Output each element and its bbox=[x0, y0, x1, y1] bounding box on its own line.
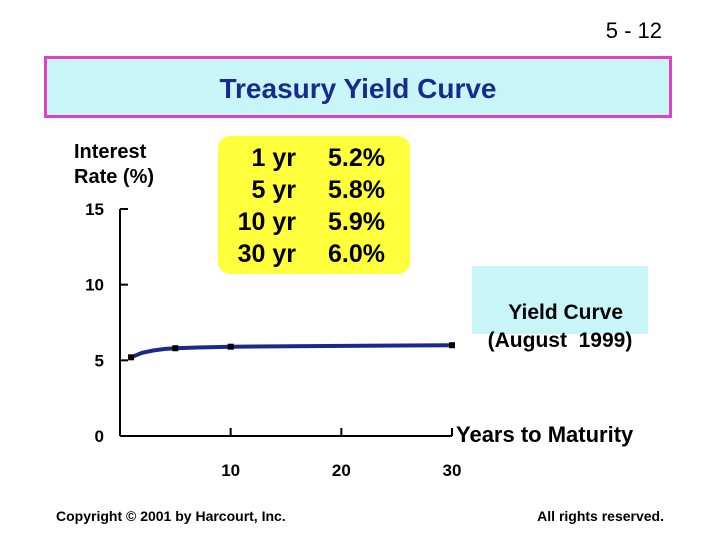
y-tick-label: 15 bbox=[85, 200, 104, 219]
legend-label: Yield Curve (August 1999) bbox=[487, 301, 633, 352]
table-maturity: 5 yr bbox=[251, 176, 296, 204]
x-axis-label: Years to Maturity bbox=[456, 422, 634, 447]
table-maturity: 1 yr bbox=[251, 144, 296, 172]
y-tick-label: 5 bbox=[95, 351, 104, 370]
chart-title: Treasury Yield Curve bbox=[219, 73, 497, 104]
yield-table: 1 yr 5 yr 10 yr 30 yr 5.2% 5.8% 5.9% 6.0% bbox=[218, 136, 410, 274]
table-rate: 5.9% bbox=[328, 208, 385, 236]
y-tick-label: 10 bbox=[85, 276, 104, 295]
y-tick-label: 0 bbox=[95, 427, 104, 446]
chart-series bbox=[128, 342, 455, 361]
rate-column: 5.2% 5.8% 5.9% 6.0% bbox=[328, 142, 385, 270]
yield-curve-point bbox=[128, 354, 135, 361]
yield-curve-line bbox=[130, 343, 453, 360]
yield-curve-point bbox=[172, 345, 179, 352]
table-rate: 5.8% bbox=[328, 176, 385, 204]
legend: Yield Curve (August 1999) bbox=[472, 266, 648, 352]
title-banner: Treasury Yield Curve bbox=[44, 56, 672, 118]
copyright-text: Copyright © 2001 by Harcourt, Inc. bbox=[56, 508, 286, 524]
x-tick-label: 30 bbox=[443, 461, 462, 480]
table-rate: 5.2% bbox=[328, 144, 385, 172]
chart-ticks: 0 5 10 15 10 20 30 bbox=[85, 200, 461, 480]
x-tick-label: 10 bbox=[221, 461, 240, 480]
chart-axes bbox=[119, 209, 452, 437]
table-maturity: 10 yr bbox=[237, 208, 296, 236]
y-axis-label: Interest Rate (%) bbox=[74, 140, 154, 190]
y-axis-label-text: Interest Rate (%) bbox=[74, 141, 155, 188]
table-maturity: 30 yr bbox=[237, 240, 296, 268]
rights-text: All rights reserved. bbox=[537, 508, 664, 524]
x-tick-label: 20 bbox=[332, 461, 351, 480]
yield-curve-point bbox=[227, 343, 234, 350]
slide-number: 5 - 12 bbox=[605, 18, 662, 43]
yield-curve-point bbox=[449, 342, 455, 349]
table-rate: 6.0% bbox=[328, 240, 385, 268]
maturity-column: 1 yr 5 yr 10 yr 30 yr bbox=[238, 142, 296, 270]
